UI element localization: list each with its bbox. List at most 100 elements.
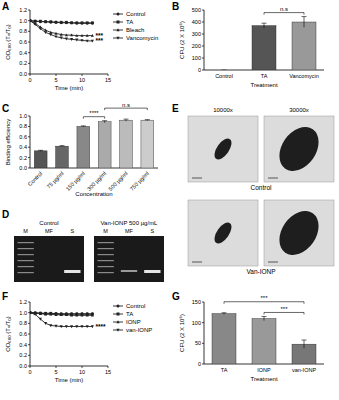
- point: [60, 21, 63, 24]
- y-tick: [28, 168, 30, 169]
- point: [70, 33, 73, 36]
- point: [34, 23, 37, 26]
- significance: n.s: [122, 102, 130, 108]
- error-bar: [60, 146, 65, 147]
- gel-band: [18, 266, 34, 267]
- point: [49, 324, 52, 327]
- point: [65, 38, 68, 41]
- error-stem: [104, 121, 105, 123]
- lane-label: M: [103, 228, 108, 234]
- significance-bracket: [224, 302, 304, 304]
- point: [86, 34, 89, 37]
- y-tick-label: 0.8: [19, 123, 27, 129]
- bacterium: [271, 204, 326, 263]
- point: [60, 313, 63, 316]
- significance-bracket: [83, 117, 104, 119]
- x-tick: [108, 74, 109, 76]
- x-tick-label: 15: [105, 77, 111, 83]
- x-axis: [30, 168, 158, 169]
- point: [39, 312, 42, 315]
- error-stem: [126, 119, 127, 121]
- gel-band: [98, 260, 114, 261]
- legend-label: Vancomycin: [126, 35, 158, 41]
- y-tick: [202, 34, 204, 35]
- y-tick-label: 0.0: [19, 71, 27, 77]
- micrograph: [188, 116, 258, 182]
- point: [54, 32, 57, 35]
- x-axis-label: Treatment: [250, 82, 277, 88]
- point: [30, 19, 32, 22]
- y-tick-label: 300: [192, 31, 201, 37]
- point: [75, 34, 78, 37]
- row-label: Van-IONP: [246, 268, 275, 275]
- error-cap: [222, 70, 227, 71]
- y-tick-label: 1.0: [19, 113, 27, 119]
- x-tick-label: 15: [105, 369, 111, 375]
- gel-image: [14, 236, 84, 282]
- x-tick-label: Control: [215, 73, 233, 79]
- point: [65, 325, 68, 328]
- micrograph: [264, 200, 334, 266]
- gel-band: [18, 260, 34, 261]
- error-cap: [222, 312, 227, 313]
- x-tick-label: 5: [54, 77, 57, 83]
- point: [39, 20, 42, 23]
- y-tick-label: 0.6: [19, 39, 27, 45]
- significance-bracket: [264, 13, 304, 15]
- lane-label: MF: [125, 228, 134, 234]
- y-tick: [28, 52, 30, 53]
- point: [44, 313, 47, 316]
- series-line: [30, 21, 92, 41]
- y-tick: [28, 126, 30, 127]
- y-tick: [202, 70, 204, 71]
- error-bar: [222, 313, 227, 315]
- y-tick: [28, 20, 30, 21]
- significance: n.s: [280, 6, 288, 12]
- magnification-label: 30000x: [289, 107, 309, 113]
- point: [65, 33, 68, 36]
- legend-marker: [116, 28, 119, 31]
- legend-label: Control: [126, 303, 145, 309]
- legend-label: TA: [126, 311, 133, 317]
- marks: [30, 311, 94, 328]
- y-tick: [202, 302, 204, 303]
- legend-marker: [117, 13, 120, 16]
- error-cap: [102, 120, 107, 121]
- point: [70, 21, 73, 24]
- point: [75, 39, 78, 42]
- figure: 0.00.20.40.60.81.01.2OD₆₀₀ (Tₓ/T₀)A05101…: [0, 0, 339, 400]
- gel-band: [121, 270, 137, 272]
- bar: [252, 26, 276, 70]
- bar: [212, 70, 236, 71]
- bar-panel: 050100150CFU (2 X 10⁶)GTAIONPvan-IONPTre…: [172, 291, 324, 382]
- y-tick: [202, 322, 204, 323]
- x-tick-label: 0: [28, 77, 31, 83]
- bar-panel: 0100200300400500CFU (2 X 10⁶)BControlTAV…: [172, 1, 324, 88]
- error-bar: [38, 150, 43, 151]
- point: [91, 314, 94, 317]
- y-tick: [28, 323, 30, 324]
- legend-line: [113, 314, 123, 315]
- y-tick-label: 1.2: [19, 299, 27, 305]
- point: [91, 325, 94, 328]
- error-cap: [124, 119, 129, 120]
- y-tick-label: 1.0: [19, 310, 27, 316]
- line-panel: 0.00.20.40.60.81.01.2OD₆₀₀ (Tₓ/T₀)F05101…: [2, 291, 152, 383]
- y-tick-label: 0.2: [19, 155, 27, 161]
- y-tick-label: 1.2: [19, 7, 27, 13]
- y-tick: [202, 364, 204, 365]
- x-tick: [82, 74, 83, 76]
- series-line: [30, 21, 92, 36]
- point: [54, 325, 57, 328]
- point: [49, 20, 52, 23]
- x-tick: [56, 74, 57, 76]
- point: [44, 20, 47, 23]
- legend-marker: [117, 21, 120, 24]
- point: [39, 27, 42, 30]
- y-axis-label: OD₆₀₀ (Tₓ/T₀): [5, 24, 11, 60]
- y-tick: [28, 157, 30, 158]
- legend-label: IONP: [126, 319, 141, 325]
- legend-label: Bleach: [126, 27, 144, 33]
- y-tick-label: 0.8: [19, 320, 27, 326]
- y-tick: [28, 147, 30, 148]
